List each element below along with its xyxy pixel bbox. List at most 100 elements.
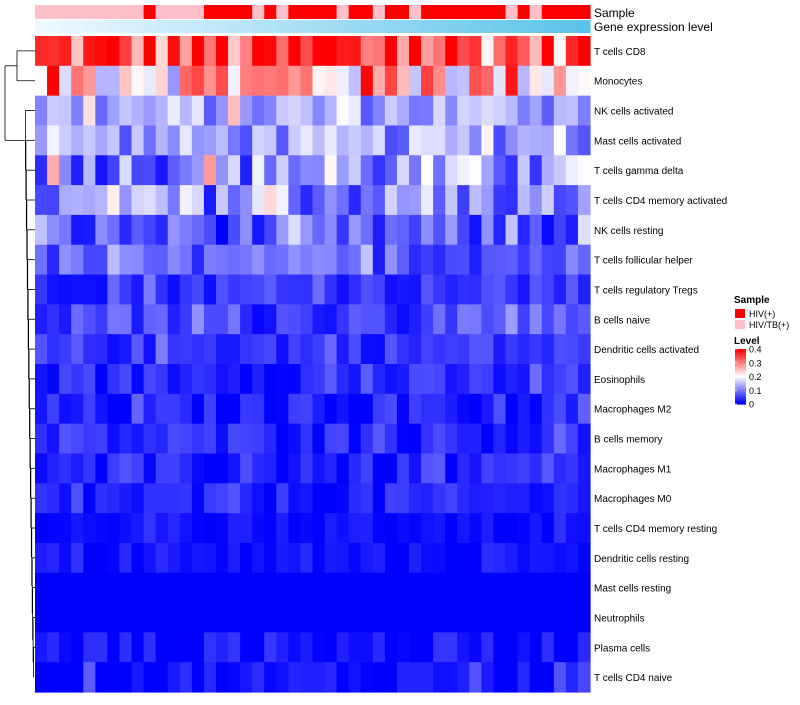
heatmap-cell [396, 602, 410, 633]
heatmap-cell [360, 155, 374, 186]
heatmap-cell [143, 572, 157, 604]
heatmap-cell [517, 542, 531, 574]
heatmap-cell [481, 602, 495, 633]
heatmap-cell [541, 364, 555, 395]
heatmap-cell [457, 214, 470, 246]
heatmap-cell [143, 393, 157, 425]
heatmap-cell [167, 364, 181, 395]
heatmap-cell [59, 453, 72, 484]
heatmap-cell [577, 65, 591, 97]
heatmap-cell [553, 304, 567, 335]
heatmap-cell [119, 155, 133, 186]
row-label: T cells regulatory Tregs [594, 285, 698, 296]
heatmap-cell [215, 662, 229, 693]
heatmap-cell [155, 244, 169, 276]
heatmap-cell [324, 214, 338, 246]
heatmap-cell [179, 304, 193, 335]
heatmap-cell [541, 662, 555, 693]
heatmap-cell [240, 393, 253, 425]
heatmap-cell [276, 95, 289, 127]
heatmap-cell [577, 632, 591, 663]
heatmap-cell [179, 95, 193, 127]
sample-annotation-cell [360, 5, 374, 19]
heatmap-cell [396, 662, 410, 693]
expression-annotation-cell [240, 20, 253, 33]
expression-annotation-cell [433, 20, 446, 33]
heatmap-cell [264, 662, 277, 693]
heatmap-cell [481, 364, 495, 395]
heatmap-cell [445, 483, 458, 514]
heatmap-cell [119, 185, 133, 216]
heatmap-cell [155, 483, 169, 514]
heatmap-cell [517, 185, 531, 216]
heatmap-cell [493, 304, 507, 335]
heatmap-cell [457, 65, 470, 97]
heatmap-cell [565, 185, 579, 216]
heatmap-cell [71, 483, 84, 514]
heatmap-cell [312, 155, 326, 186]
heatmap-cell [396, 274, 410, 305]
heatmap-cell [119, 602, 133, 633]
sample-annotation-cell [312, 5, 326, 19]
heatmap-cell [529, 602, 543, 633]
heatmap-cell [360, 65, 374, 97]
heatmap-cell [384, 155, 398, 186]
heatmap-cell [276, 65, 289, 97]
heatmap-cell [469, 334, 483, 365]
heatmap-cell [312, 304, 326, 335]
heatmap-cell [71, 542, 84, 574]
heatmap-cell [336, 65, 350, 97]
heatmap-cell [541, 513, 555, 544]
legend-gradient-step [735, 387, 746, 390]
heatmap-cell [469, 244, 483, 276]
heatmap-cell [577, 423, 591, 455]
heatmap-cell [517, 662, 531, 693]
heatmap-cell [119, 662, 133, 693]
heatmap-cell [529, 244, 543, 276]
heatmap-cell [71, 632, 84, 663]
heatmap-cell [409, 125, 422, 156]
heatmap-cell [155, 662, 169, 693]
heatmap-cell [469, 65, 483, 97]
heatmap-cell [481, 214, 495, 246]
heatmap-cell [95, 65, 108, 97]
heatmap-cell [215, 632, 229, 663]
heatmap-cell [384, 423, 398, 455]
heatmap-cell [360, 453, 374, 484]
heatmap-cell [240, 244, 253, 276]
row-label: Macrophages M2 [594, 405, 672, 416]
heatmap-cell [457, 244, 470, 276]
sample-annotation-cell [493, 5, 507, 19]
heatmap-cell [264, 364, 277, 395]
sample-annotation-cell [541, 5, 555, 19]
heatmap-cell [457, 483, 470, 514]
sample-annotation-cell [481, 5, 495, 19]
sample-annotation-cell [179, 5, 193, 19]
heatmap-cell [481, 334, 495, 365]
legend-gradient-step [735, 402, 746, 405]
heatmap-cell [167, 95, 181, 127]
heatmap-cell [396, 483, 410, 514]
heatmap-cell [445, 95, 458, 127]
heatmap-cell [505, 483, 519, 514]
heatmap-cell [215, 542, 229, 574]
heatmap-cell [493, 36, 507, 67]
sample-annotation-cell [131, 5, 145, 19]
heatmap-cell [276, 244, 289, 276]
heatmap-cell [131, 364, 145, 395]
heatmap-cell [445, 304, 458, 335]
heatmap-cell [191, 483, 205, 514]
heatmap-cell [83, 513, 96, 544]
heatmap-cell [541, 125, 555, 156]
heatmap-cell [577, 572, 591, 604]
expression-annotation-cell [457, 20, 470, 33]
heatmap-cell [517, 36, 531, 67]
heatmap-cell [409, 572, 422, 604]
expression-annotation-cell [228, 20, 241, 33]
heatmap-cell [372, 632, 386, 663]
heatmap-cell [47, 65, 60, 97]
legend-level-gradient [735, 349, 746, 405]
heatmap-cell [445, 334, 458, 365]
heatmap-cell [409, 513, 422, 544]
heatmap-cell [191, 65, 205, 97]
